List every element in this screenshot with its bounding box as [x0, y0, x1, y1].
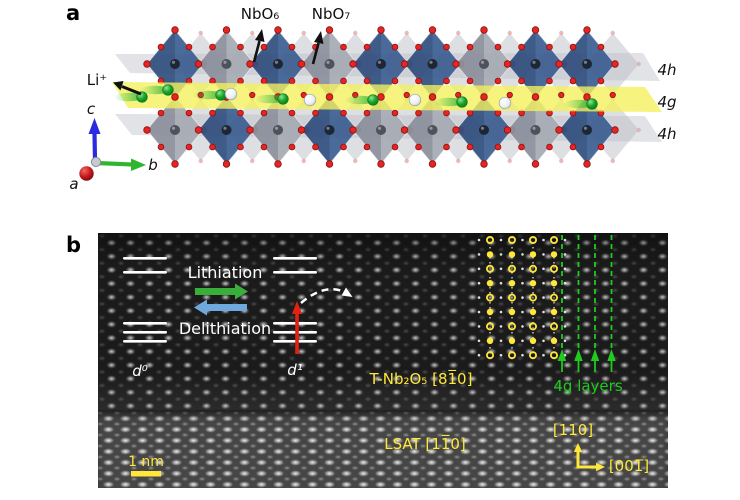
- ion-hop-arrowhead: [341, 287, 353, 297]
- substrate-label: LSAT [11̅0]: [384, 434, 466, 453]
- nbo7-label: NbO₇: [312, 5, 351, 23]
- panel-a-label: a: [66, 1, 81, 25]
- c-axis-arrowhead: [88, 118, 101, 134]
- ion-jump-arrowhead: [292, 301, 302, 314]
- b-axis-arrowhead: [131, 158, 146, 171]
- nbo7-arrow: [311, 42, 320, 65]
- stem-film-region: [98, 233, 668, 410]
- panel-b-text-annotations: Lithiation Delithiation d⁰ d¹ T-Nb₂O₅ [8…: [128, 263, 649, 475]
- substrate-axes-indicator: [573, 443, 605, 472]
- axes-origin-sphere: [90, 156, 102, 168]
- axes-indicator: c b a: [69, 100, 157, 193]
- nbo6-label: NbO₆: [241, 5, 280, 23]
- axis-110-arrowhead: [573, 443, 583, 452]
- b-axis-label: b: [148, 156, 158, 174]
- direction-001-label: [001̅]: [609, 457, 649, 475]
- layer-plane-4g-lithium: [112, 82, 662, 112]
- ion-hop-path: [300, 287, 349, 304]
- lithium-ions: [114, 84, 598, 110]
- scale-bar-label: 1 nm: [128, 454, 164, 470]
- li-arrow: [121, 85, 142, 96]
- c-axis-label: c: [87, 100, 96, 118]
- panel-a-annotations: NbO₆ NbO₇ Li⁺ 4h 4g 4h: [87, 5, 677, 143]
- panel-b-label: b: [66, 233, 82, 257]
- nbo6-arrowhead: [255, 29, 265, 42]
- structure-model-overlay: [477, 236, 567, 360]
- nbo6-arrow: [252, 40, 261, 63]
- nbo7-arrowhead: [314, 31, 324, 44]
- lattice-spacing-markers: [123, 257, 317, 343]
- wyckoff-4h-bottom-label: 4h: [657, 125, 676, 143]
- d1-state-label: d¹: [287, 361, 303, 379]
- film-phase-label: T-Nb₂O₅ [81̅0]: [369, 369, 473, 388]
- a-axis-sphere: [79, 166, 94, 181]
- stem-image: Lithiation Delithiation d⁰ d¹ T-Nb₂O₅ [8…: [98, 233, 668, 488]
- delithiation-label: Delithiation: [179, 319, 271, 338]
- lithiation-label: Lithiation: [188, 263, 263, 282]
- li-ion-label: Li⁺: [87, 71, 107, 89]
- c-axis-arrow: [92, 132, 98, 162]
- b-axis-arrow: [95, 160, 133, 167]
- wyckoff-4h-top-label: 4h: [657, 61, 676, 79]
- 4g-layers-label: 4g layers: [553, 377, 622, 395]
- li-arrowhead: [113, 81, 124, 91]
- d0-state-label: d⁰: [132, 362, 148, 380]
- crystal-structure-diagram: NbO₆ NbO₇ Li⁺ 4h 4g 4h c b a: [69, 5, 677, 193]
- wyckoff-4g-label: 4g: [657, 93, 676, 111]
- lithiation-delithiation-arrows: [194, 283, 248, 316]
- axis-001-arrowhead: [596, 462, 605, 472]
- stem-annotations: Lithiation Delithiation d⁰ d¹ T-Nb₂O₅ [8…: [123, 235, 649, 477]
- stem-substrate-region: [98, 410, 668, 488]
- 4g-layer-lines: [557, 235, 616, 372]
- a-axis-label: a: [69, 175, 78, 193]
- direction-110-label: [110]: [553, 421, 593, 439]
- scale-bar: [131, 471, 161, 477]
